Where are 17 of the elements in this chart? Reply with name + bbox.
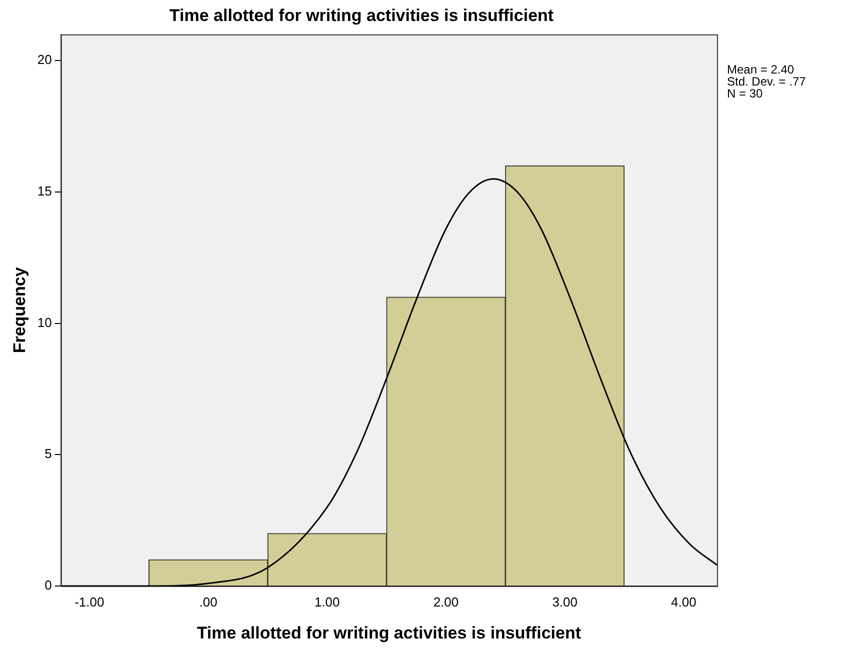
x-tick-label: -1.00 xyxy=(74,594,104,610)
x-tick-label: 1.00 xyxy=(314,594,340,610)
chart-title: Time allotted for writing activities is insufficient xyxy=(169,6,554,25)
x-tick-label: 4.00 xyxy=(671,594,696,610)
text: Std. Dev. = .77 xyxy=(727,74,806,89)
y-tick-label: 10 xyxy=(37,314,52,330)
x-axis-title: Time allotted for writing activities is insufficient xyxy=(196,623,582,642)
y-tick-label: 20 xyxy=(37,52,52,68)
x-tick-label: .00 xyxy=(199,594,218,610)
y-tick-label: 15 xyxy=(37,184,52,199)
text: N = 30 xyxy=(727,86,764,101)
y-tick-label: 5 xyxy=(44,446,52,462)
x-tick-label: 3.00 xyxy=(552,594,578,610)
y-axis-title: Frequency xyxy=(10,266,29,354)
y-tick-label: 0 xyxy=(44,578,52,593)
text: Mean = 2.40 xyxy=(727,62,794,77)
x-tick-label: 2.00 xyxy=(433,594,459,610)
